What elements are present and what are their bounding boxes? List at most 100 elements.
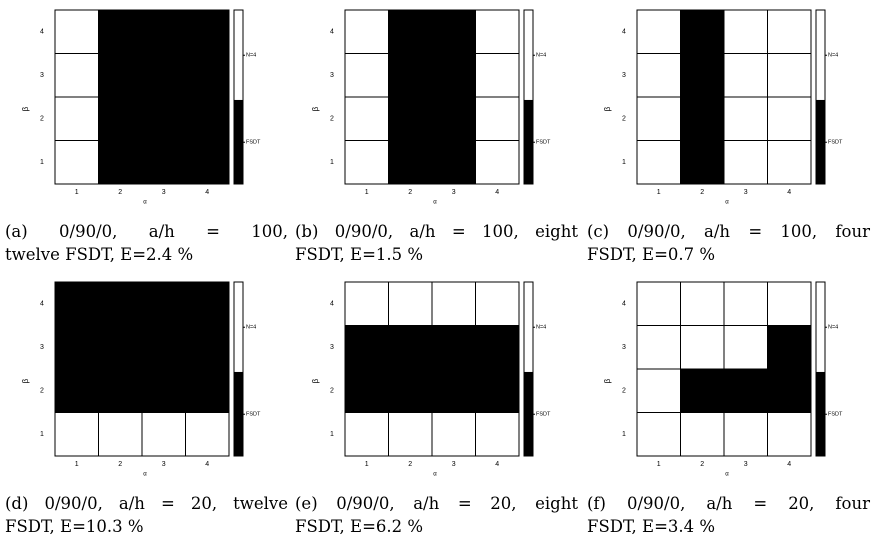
panel-f: 1 2 3 4 1 2 3 4 α β N=4 FSDT (f) 0/90/0, a/h = 20, f… [582,272,873,544]
legend-swatch-fsdt [815,371,826,457]
x-tick-label: 4 [495,461,499,468]
y-axis-label: β [21,378,30,383]
x-tick-label: 4 [205,461,209,468]
y-tick-label: 4 [330,29,334,36]
heatmap-cell [475,9,520,54]
heatmap-cell [431,9,476,54]
heatmap-cell [388,412,433,457]
legend-swatch-fsdt [233,99,244,185]
legend-swatch-n4 [523,281,534,373]
heatmap-cell [636,9,681,54]
heatmap-cell [680,281,725,326]
heatmap-cell [475,281,520,326]
heatmap-cell [344,96,389,141]
x-axis-label: α [725,200,729,206]
x-tick-label: 1 [657,461,661,468]
x-tick-label: 2 [408,461,412,468]
caption-line: FSDT, E=3.4 % [587,517,716,536]
heatmap-cell [54,53,99,98]
heatmap-cell [723,368,768,413]
x-tick-label: 1 [75,189,79,196]
x-tick-label: 3 [744,189,748,196]
y-tick-label: 4 [40,29,44,36]
heatmap-cell [388,368,433,413]
heatmap-cell [636,412,681,457]
heatmap-cell [636,325,681,370]
heatmap-cell [723,96,768,141]
y-axis-label: β [311,106,320,111]
heatmap-cell [98,96,143,141]
legend-label-fsdt: FSDT [536,140,551,146]
heatmap-cell [344,281,389,326]
heatmap-cell [54,325,99,370]
heatmap-cell [680,368,725,413]
heatmap-cell [431,325,476,370]
x-tick-label: 3 [162,189,166,196]
x-tick-label: 2 [118,189,122,196]
y-axis-label: β [21,106,30,111]
plot-frame [344,281,520,457]
caption-line: (a) 0/90/0, a/h = 100, [5,222,288,241]
heatmap-cell [636,368,681,413]
caption-line: FSDT, E=0.7 % [587,245,716,264]
heatmap-cell [98,281,143,326]
heatmap-cell [141,96,186,141]
heatmap-cell [98,325,143,370]
y-tick-label: 2 [622,388,626,395]
heatmap-cell [98,9,143,54]
panel-b: 1 2 3 4 1 2 3 4 α β N=4 FSDT (b) 0/90/0, a/h = 100, … [290,0,582,272]
heatmap-chart: 1 2 3 4 1 2 3 4 α β N=4 FSDT [311,281,551,478]
heatmap-cell [388,9,433,54]
x-tick-label: 4 [495,189,499,196]
y-tick-label: 2 [40,116,44,123]
heatmap-cell [185,140,230,185]
heatmap-cell [141,412,186,457]
heatmap-cell [185,281,230,326]
legend-label-fsdt: FSDT [828,140,843,146]
heatmap-cell [431,140,476,185]
heatmap-cell [723,140,768,185]
heatmap-cell [767,368,812,413]
heatmap-cell [98,140,143,185]
legend-swatch-n4 [523,9,534,101]
y-tick-label: 4 [40,301,44,308]
heatmap-cell [98,368,143,413]
x-tick-label: 1 [365,461,369,468]
y-tick-label: 4 [622,301,626,308]
y-tick-label: 3 [330,344,334,351]
heatmap-cell [475,325,520,370]
panel-d: 1 2 3 4 1 2 3 4 α β N=4 FSDT (d) 0/90/0, a/h = 20, t… [0,272,292,544]
y-tick-label: 2 [330,116,334,123]
heatmap-cell [141,9,186,54]
y-tick-label: 1 [622,431,626,438]
heatmap-cell [680,53,725,98]
heatmap-cell [767,9,812,54]
heatmap-chart: 1 2 3 4 1 2 3 4 α β N=4 FSDT [311,9,551,206]
y-tick-label: 1 [40,431,44,438]
x-axis-label: α [433,472,437,478]
legend-label-n4: N=4 [536,325,546,331]
heatmap-chart: 1 2 3 4 1 2 3 4 α β N=4 FSDT [603,281,843,478]
heatmap-cell [98,412,143,457]
heatmap-cell [141,325,186,370]
legend-swatch-n4 [815,281,826,373]
panel-c: 1 2 3 4 1 2 3 4 α β N=4 FSDT (c) 0/90/0, a/h = 100, … [582,0,873,272]
panel-a: 1 2 3 4 1 2 3 4 α β N=4 FSDT (a) 0/90/0, a/h = 100, t… [0,0,292,272]
x-tick-label: 2 [118,461,122,468]
legend-label-fsdt: FSDT [536,412,551,418]
y-tick-label: 1 [330,159,334,166]
x-tick-label: 3 [744,461,748,468]
legend-swatch-n4 [815,9,826,101]
x-tick-label: 3 [162,461,166,468]
legend-label-fsdt: FSDT [246,140,261,146]
heatmap-cell [636,140,681,185]
heatmap-cell [723,412,768,457]
y-tick-label: 4 [330,301,334,308]
heatmap-cell [388,325,433,370]
heatmap-cell [680,140,725,185]
heatmap-cell [185,368,230,413]
y-tick-label: 3 [40,344,44,351]
heatmap-cell [680,96,725,141]
legend-swatch-n4 [233,9,244,101]
heatmap-cell [475,53,520,98]
